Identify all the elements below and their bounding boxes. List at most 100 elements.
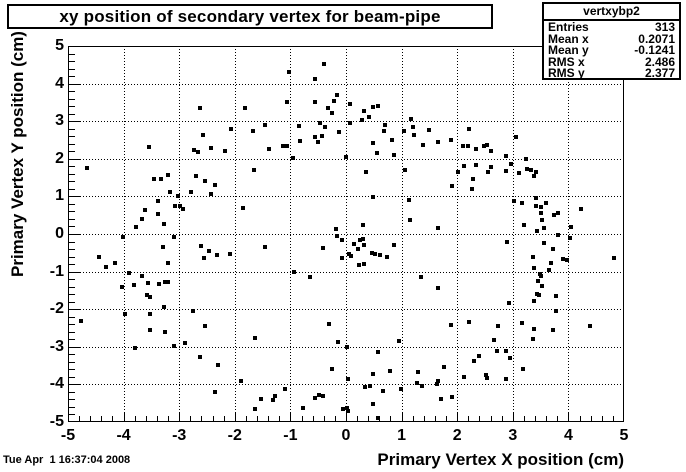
title-box[interactable]: xy position of secondary vertex for beam… <box>7 4 493 29</box>
stat-label: Mean y <box>548 43 589 58</box>
stats-rows: Entries 313 Mean x 0.2071 Mean y -0.1241 RMS x… <box>544 21 679 80</box>
stat-value: 0.2071 <box>638 31 675 46</box>
data-point <box>313 396 318 401</box>
data-point <box>162 279 167 284</box>
data-point <box>227 251 232 256</box>
x-axis-title: Primary Vertex X position (cm) <box>377 450 624 469</box>
data-point <box>223 148 228 153</box>
data-point <box>531 336 536 341</box>
data-point <box>611 256 616 261</box>
data-point <box>198 355 203 360</box>
data-point <box>466 144 471 149</box>
data-point <box>201 132 206 137</box>
data-point <box>381 389 386 394</box>
data-point <box>532 174 537 179</box>
data-point <box>147 294 152 299</box>
data-point <box>297 124 302 129</box>
stats-row: RMS x 2.486 <box>548 56 675 69</box>
x-minor-tick <box>190 416 192 421</box>
data-point <box>449 138 454 143</box>
y-minor-tick <box>69 76 75 78</box>
x-tick-label: 2 <box>452 427 462 444</box>
data-point <box>346 409 351 414</box>
data-point <box>411 133 416 138</box>
data-point <box>520 367 525 372</box>
x-minor-tick <box>368 416 370 421</box>
data-point <box>549 260 554 265</box>
data-point <box>435 379 440 384</box>
y-axis-title: Primary Vertex Y position (cm) <box>8 31 27 277</box>
y-tick-label: 5 <box>55 37 64 54</box>
stats-row: Mean x 0.2071 <box>548 31 675 46</box>
x-minor-tick <box>323 416 325 421</box>
data-point <box>320 133 325 138</box>
data-point <box>97 255 102 260</box>
data-point <box>382 129 387 134</box>
data-point <box>352 241 357 246</box>
x-minor-tick <box>523 416 525 421</box>
data-point <box>171 235 176 240</box>
data-point <box>550 327 555 332</box>
y-gridline <box>68 158 624 160</box>
data-point <box>387 369 392 374</box>
data-point <box>316 392 321 397</box>
x-minor-tick <box>145 416 147 421</box>
x-tick-label: -2 <box>227 427 242 444</box>
y-minor-tick <box>69 98 75 100</box>
plot-title: xy position of secondary vertex for beam… <box>59 6 441 26</box>
data-point <box>540 217 545 222</box>
data-point <box>504 349 509 354</box>
x-major-tick <box>290 412 292 421</box>
data-point <box>290 156 295 161</box>
data-point <box>344 405 349 410</box>
x-minor-tick <box>312 416 314 421</box>
data-point <box>368 383 373 388</box>
x-minor-tick <box>168 416 170 421</box>
x-minor-tick <box>579 416 581 421</box>
data-point <box>360 222 365 227</box>
data-point <box>450 395 455 400</box>
y-minor-tick <box>69 106 75 108</box>
data-point <box>389 138 394 143</box>
data-point <box>489 164 494 169</box>
y-minor-tick <box>69 316 75 318</box>
stat-label: RMS y <box>548 66 585 81</box>
data-point <box>241 206 246 211</box>
data-point <box>121 235 126 240</box>
data-point <box>541 225 546 230</box>
data-point <box>209 145 214 150</box>
data-point <box>349 254 353 259</box>
data-point <box>460 143 465 148</box>
y-tick-label: 2 <box>55 149 64 167</box>
data-point <box>156 199 161 204</box>
data-point <box>242 106 247 111</box>
stats-box[interactable]: vertxybp2 Entries 313 Mean x 0.2071 Mean y -0… <box>542 2 681 80</box>
data-point <box>162 329 167 334</box>
data-point <box>165 260 170 265</box>
data-point <box>532 265 537 270</box>
x-major-tick <box>234 412 236 421</box>
x-tick-label: 4 <box>563 427 573 444</box>
x-minor-tick <box>357 416 359 421</box>
y-minor-tick <box>69 361 75 363</box>
data-point <box>376 415 381 420</box>
data-point <box>335 234 340 239</box>
x-minor-tick <box>601 416 603 421</box>
data-point <box>104 265 109 270</box>
data-point <box>332 98 337 103</box>
data-point <box>420 142 425 147</box>
data-point <box>384 255 389 260</box>
data-point <box>127 271 132 276</box>
data-point <box>283 387 288 392</box>
x-minor-tick <box>268 416 270 421</box>
data-point <box>482 144 487 149</box>
x-minor-tick <box>490 416 492 421</box>
data-point <box>399 386 404 391</box>
y-minor-tick <box>69 226 75 228</box>
data-point <box>340 256 345 261</box>
data-point <box>535 291 540 296</box>
x-tick-label: 3 <box>508 427 518 444</box>
data-point <box>553 293 558 298</box>
y-minor-tick <box>69 264 75 266</box>
data-point <box>333 227 338 232</box>
